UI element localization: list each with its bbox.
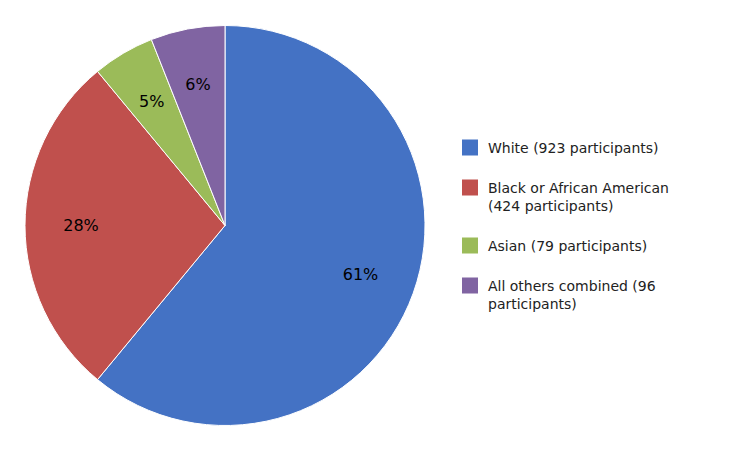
legend-label-line: Black or African American xyxy=(488,180,669,196)
legend-label-line: White (923 participants) xyxy=(488,140,659,156)
legend-swatch xyxy=(462,238,478,254)
data-label: 5% xyxy=(139,92,164,111)
legend-swatch xyxy=(462,278,478,294)
legend-item: All others combined (96 participants) xyxy=(462,278,656,312)
page: {"chart_data": {"type": "pie", "categori… xyxy=(0,0,752,451)
pie xyxy=(25,26,425,426)
legend-label-line: All others combined (96 xyxy=(488,278,656,294)
legend-label-line: (424 participants) xyxy=(488,198,613,214)
legend: White (923 participants) Black or African… xyxy=(462,140,669,312)
data-label: 6% xyxy=(185,75,210,94)
data-labels: 61% 28% 5% 6% xyxy=(63,75,378,284)
legend-label-line: participants) xyxy=(488,296,577,312)
pie-slice xyxy=(151,26,225,226)
chart-svg: 61% 28% 5% 6% White (923 participants) Black … xyxy=(0,0,752,451)
legend-swatch xyxy=(462,180,478,196)
legend-label: Black or African American (424 participan… xyxy=(488,180,669,214)
legend-label-line: Asian (79 participants) xyxy=(488,238,647,254)
legend-item: Black or African American (424 participan… xyxy=(462,180,669,214)
legend-swatch xyxy=(462,140,478,156)
legend-label: Asian (79 participants) xyxy=(488,238,647,254)
legend-item: White (923 participants) xyxy=(462,140,659,156)
chart-container: 61% 28% 5% 6% White (923 participants) Black … xyxy=(0,0,752,451)
legend-label: All others combined (96 participants) xyxy=(488,278,656,312)
legend-item: Asian (79 participants) xyxy=(462,238,647,254)
data-label: 61% xyxy=(343,265,379,284)
legend-label: White (923 participants) xyxy=(488,140,659,156)
data-label: 28% xyxy=(63,216,99,235)
